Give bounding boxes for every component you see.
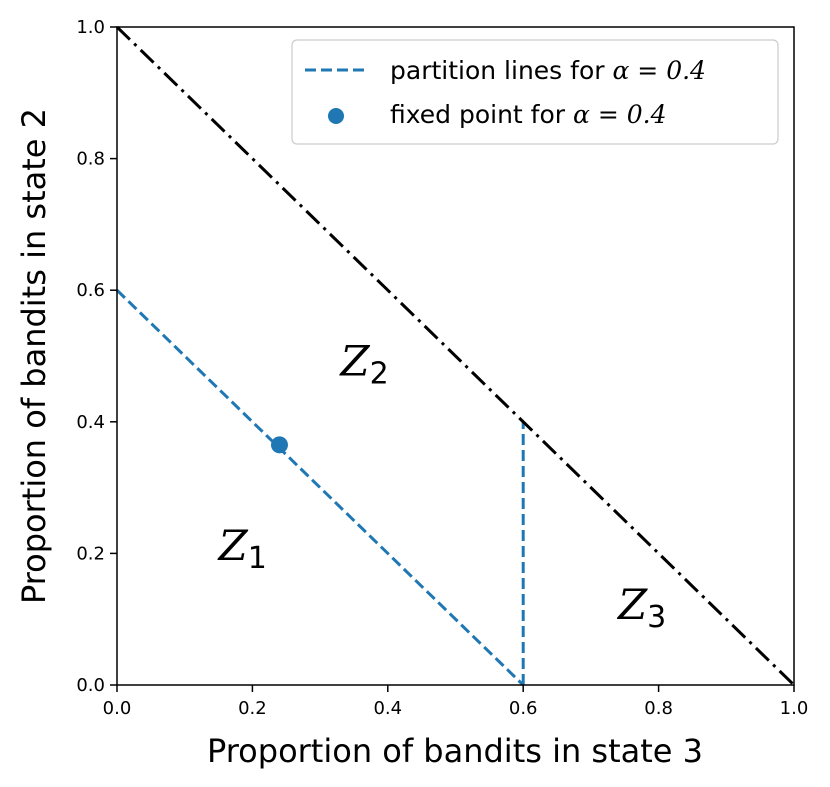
x-axis-label: Proportion of bandits in state 3	[207, 732, 703, 770]
x-tick-label: 0.2	[238, 698, 267, 719]
partition-line-segment	[115, 289, 525, 687]
legend-point-alpha: α = 0.4	[573, 100, 666, 129]
x-tick-label: 0.8	[644, 698, 673, 719]
region-label-z2: Z2	[338, 337, 388, 392]
y-tick-label: 0.4	[76, 412, 105, 433]
region-label-subscript: 1	[248, 541, 267, 576]
x-tick-label: 1.0	[780, 698, 809, 719]
x-axis-ticks: 0.0 0.2 0.4 0.6 0.8 1.0	[103, 685, 809, 719]
region-label-letter: Z	[338, 337, 370, 386]
legend-point-swatch	[328, 108, 344, 124]
region-label-letter: Z	[616, 580, 648, 629]
region-label-subscript: 2	[370, 357, 389, 392]
legend: partition lines for α = 0.4 fixed point …	[291, 39, 779, 145]
y-tick-label: 0.6	[76, 280, 105, 301]
y-tick-label: 0.2	[76, 543, 105, 564]
legend-point-label: fixed point for α = 0.4	[390, 100, 666, 129]
legend-line-label: partition lines for α = 0.4	[390, 56, 706, 85]
legend-line-prefix: partition lines for	[390, 56, 612, 85]
legend-line-alpha: α = 0.4	[612, 56, 705, 85]
x-tick-label: 0.4	[373, 698, 402, 719]
region-label-z1: Z1	[217, 521, 267, 576]
region-label-z3: Z3	[616, 580, 666, 635]
y-axis-label: Proportion of bandits in state 2	[15, 108, 53, 604]
fixed-point-marker	[270, 436, 288, 454]
x-tick-label: 0.0	[103, 698, 132, 719]
y-tick-label: 0.8	[76, 149, 105, 170]
x-tick-label: 0.6	[509, 698, 538, 719]
y-tick-label: 0.0	[76, 675, 105, 696]
legend-point-prefix: fixed point for	[390, 100, 573, 129]
y-tick-label: 1.0	[76, 17, 105, 38]
chart-marks	[115, 25, 796, 687]
legend-box	[291, 39, 779, 145]
plot-frame	[116, 26, 795, 686]
region-label-letter: Z	[217, 521, 249, 570]
boundary-line-segment	[115, 25, 796, 687]
region-label-subscript: 3	[647, 600, 666, 635]
y-axis-ticks: 0.0 0.2 0.4 0.6 0.8 1.0	[76, 17, 117, 696]
